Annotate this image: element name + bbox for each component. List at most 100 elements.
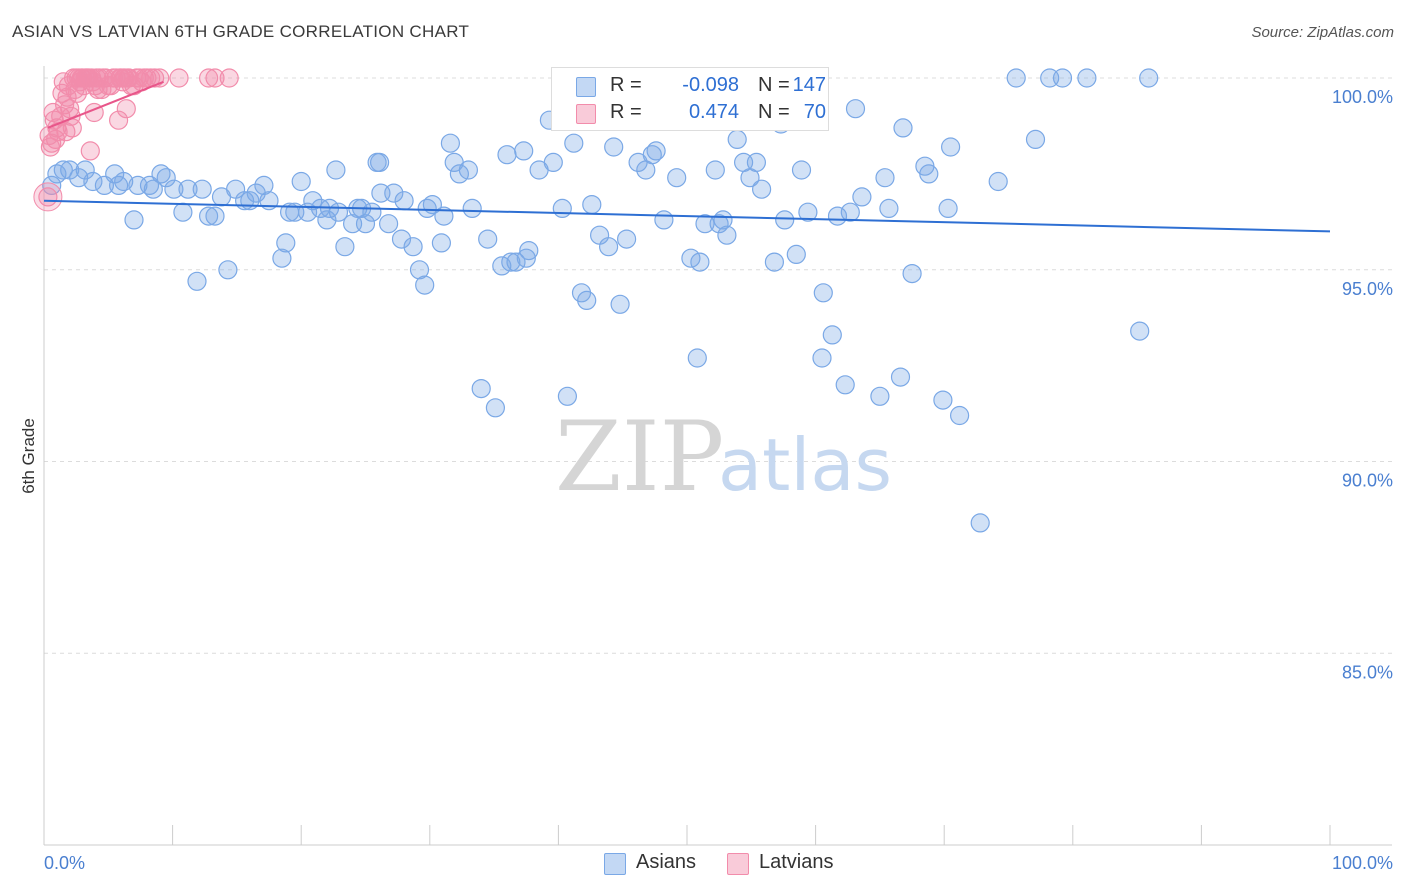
watermark-zip: ZIP [555,401,724,513]
point-asians [879,198,899,218]
point-asians [870,386,890,406]
point-asians [379,214,399,234]
point-latvians [169,68,189,88]
point-asians [114,171,134,192]
chart-title: ASIAN VS LATVIAN 6TH GRADE CORRELATION C… [12,22,470,41]
point-asians [717,225,737,245]
point-asians [254,175,274,195]
point-asians [1006,68,1026,88]
point-asians [687,348,707,368]
point-asians [1077,68,1097,88]
point-asians [690,252,710,272]
point-asians [835,375,855,395]
bottom-legend-swatch-asians [604,853,626,875]
point-asians [564,133,584,153]
point-asians [519,241,539,261]
trend-line-latvians [47,80,164,129]
point-asians [940,137,961,157]
point-asians [205,206,225,226]
point-asians [83,171,103,192]
y-axis-label: 6th Grade [19,418,38,494]
point-asians [440,133,460,153]
tick-labels: 85.0% 90.0% 95.0% 100.0% 0.0% 100.0% [44,87,1393,873]
legend-swatch-asians [576,77,596,97]
point-asians [1139,68,1159,88]
point-asians [69,168,89,188]
bottom-legend-label-latvians: Latvians [759,851,834,873]
point-asians [695,214,715,234]
point-asians [151,164,171,184]
point-asians [391,229,412,249]
y-tick-label: 85.0% [1342,662,1393,682]
point-asians [577,290,597,310]
point-asians [727,129,747,149]
point-asians [642,145,662,165]
point-latvians [116,99,136,119]
point-asians [516,248,536,268]
point-latvians [67,83,88,103]
point-asians [53,160,73,180]
point-latvians [80,141,100,161]
point-asians [845,99,866,119]
x-tick-label: 0.0% [44,853,85,873]
point-asians [291,171,311,192]
point-asians [355,214,376,234]
point-asians [192,179,212,199]
legend-n-value-asians: 147 [792,74,826,96]
point-latvians [33,182,63,212]
trend-line-asians [43,199,1331,233]
point-asians [303,191,323,211]
point-asians [813,283,833,303]
point-asians [458,160,478,180]
point-asians [415,275,435,295]
point-asians [798,202,818,222]
point-asians [462,198,482,218]
watermark: ZIP atlas [555,401,892,513]
point-latvians [150,68,170,88]
point-asians [485,398,505,418]
trend-lines [43,80,1331,233]
legend-r-value-asians: -0.098 [682,74,739,96]
legend-swatch-latvians [576,104,596,124]
point-asians [128,175,148,195]
point-asians [187,271,207,291]
point-asians [970,513,990,533]
point-asians [335,237,355,257]
point-asians [497,145,517,165]
point-asians [705,160,725,180]
point-asians [143,179,163,199]
point-asians [746,152,767,172]
point-asians [471,379,491,399]
gridlines [44,77,1392,654]
point-latvians [205,68,225,88]
point-asians [822,325,842,345]
point-asians [1052,68,1073,88]
point-asians [384,183,404,203]
point-asians [610,294,630,314]
point-asians [557,386,578,406]
point-asians [417,198,437,218]
point-asians [938,198,958,218]
legend-r-label: R = [610,101,642,123]
x-tick-label: 100.0% [1332,853,1393,873]
point-asians [852,187,872,207]
point-asians [875,168,895,188]
point-asians [156,168,176,188]
point-asians [890,367,911,387]
point-asians [812,348,832,368]
point-asians [272,248,292,268]
point-asians [791,160,812,180]
point-asians [775,210,795,230]
point-asians [543,152,563,172]
point-asians [403,237,423,257]
point-asians [751,179,772,199]
source-label: Source: ZipAtlas.com [1251,24,1394,41]
point-asians [764,252,785,272]
legend-r-label: R = [610,74,642,96]
legend-n-value-latvians: 70 [803,101,826,123]
legend-n-label: N = [758,101,790,123]
point-asians [919,164,939,184]
point-asians [478,229,498,249]
point-asians [317,210,337,230]
